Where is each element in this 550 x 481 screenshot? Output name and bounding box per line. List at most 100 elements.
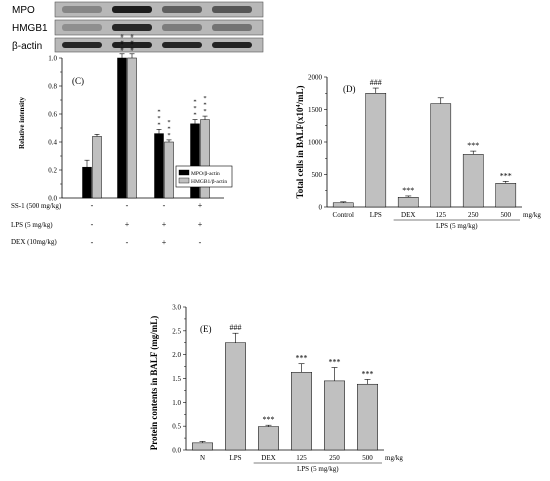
panel-e-unit-label: mg/kg — [385, 454, 403, 462]
blot-band — [112, 42, 152, 48]
panel-d-bar — [397, 197, 419, 208]
panel-e-title: (E) — [200, 324, 212, 334]
blot-label-hmgb1: HMGB1 — [12, 23, 48, 34]
blot-strip-beta-actin — [54, 37, 264, 53]
panel-e-y-tick-label: 1.5 — [172, 375, 181, 383]
legend-entry: MPO/β-actin — [191, 171, 220, 177]
panel-e-chart: (E) Protein contents in BALF (mg/mL) 0.0… — [149, 304, 403, 474]
panel-c-y-tick-label: 0.2 — [48, 167, 57, 175]
panel-d-y-tick-label: 1500 — [308, 106, 323, 114]
panel-d-bar — [365, 93, 387, 208]
significance-mark: # — [120, 33, 124, 40]
significance-mark: * — [203, 108, 206, 115]
panel-e-y-tick-label: 0.0 — [172, 447, 181, 455]
treatment-mark: - — [199, 238, 202, 247]
significance-mark: ### — [230, 323, 242, 332]
blot-band — [162, 6, 202, 13]
panel-d-y-tick-label: 0 — [319, 204, 323, 212]
panel-e-x-tick-label: LPS — [229, 454, 241, 462]
panel-e-group-label: LPS (5 mg/kg) — [297, 465, 339, 473]
significance-mark: * — [167, 125, 170, 132]
significance-mark: # — [130, 33, 134, 40]
significance-mark: * — [167, 119, 170, 126]
panel-c-legend — [175, 165, 233, 188]
panel-e-x-tick-label: N — [200, 454, 205, 462]
significance-mark: * — [157, 121, 160, 128]
significance-mark: *** — [329, 358, 341, 367]
panel-d-x-tick-label: Control — [333, 211, 354, 219]
panel-e-bar — [225, 342, 246, 451]
significance-mark: * — [157, 108, 160, 115]
treatment-mark: + — [162, 220, 167, 229]
blot-strip-hmgb1 — [54, 19, 264, 36]
panel-c-y-axis-label: Relative intensity — [18, 97, 26, 149]
panel-d-y-tick-label: 500 — [312, 171, 323, 179]
panel-e-y-tick-label: 1.0 — [172, 399, 181, 407]
blot-band — [112, 24, 152, 31]
significance-mark: * — [193, 112, 196, 119]
significance-mark: *** — [362, 369, 374, 378]
panel-d-bar — [332, 202, 354, 208]
treatment-label: LPS (5 mg/kg) — [11, 221, 53, 229]
panel-c-chart: (C) Relative intensity 0.0 0.2 0.4 0.6 0.8 1.… — [11, 33, 233, 247]
legend-entry: HMGB1/β-actin — [191, 179, 227, 185]
significance-mark: * — [193, 99, 196, 106]
significance-mark: # — [120, 46, 124, 53]
significance-mark: * — [157, 115, 160, 122]
treatment-label: SS-1 (500 mg/kg) — [11, 202, 62, 210]
bar-mpo — [154, 133, 164, 199]
panel-d-y-tick-label: 2000 — [308, 74, 323, 82]
significance-mark: *** — [402, 186, 414, 195]
panel-e-bar — [324, 380, 345, 451]
panel-e-x-tick-label: 500 — [362, 454, 373, 462]
treatment-label: DEX (10mg/kg) — [11, 238, 57, 246]
treatment-mark: - — [91, 238, 94, 247]
panel-d-x-tick-label: 125 — [436, 211, 447, 219]
significance-mark: *** — [296, 354, 308, 363]
panel-d-x-tick-label: LPS — [370, 211, 382, 219]
panel-c-y-tick-label: 0.0 — [48, 195, 57, 203]
panel-c-y-tick-label: 0.4 — [48, 139, 57, 147]
blot-band — [112, 6, 152, 13]
panel-d-x-tick-label: DEX — [401, 211, 415, 219]
significance-mark: # — [120, 39, 124, 46]
panel-d-title: (D) — [343, 84, 356, 94]
bar-mpo — [117, 57, 127, 199]
panel-d-chart: (D) Total cells in BALF(x104/mL) 0 500 100… — [295, 74, 541, 231]
significance-mark: *** — [263, 415, 275, 424]
panel-e-y-tick-label: 2.5 — [172, 327, 181, 335]
significance-mark: ### — [370, 78, 382, 87]
treatment-mark: - — [163, 201, 166, 210]
panel-d-x-tick-label: 250 — [468, 211, 479, 219]
legend-swatch — [178, 177, 190, 184]
blot-label-beta-actin: β-actin — [12, 41, 42, 52]
western-blot-panel: MPO HMGB1 β-actin — [12, 1, 264, 53]
panel-d-y-axis-label: Total cells in BALF(x104/mL) — [295, 86, 305, 199]
panel-e-bar — [192, 442, 213, 451]
panel-c-y-tick-label: 1.0 — [48, 55, 57, 63]
treatment-mark: + — [162, 238, 167, 247]
bar-hmgb1 — [92, 136, 102, 199]
treatment-mark: - — [126, 201, 129, 210]
panel-e-bar — [258, 426, 279, 451]
blot-strip-mpo — [54, 1, 264, 18]
blot-band — [62, 24, 102, 31]
treatment-mark: - — [126, 238, 129, 247]
significance-mark: * — [167, 132, 170, 139]
blot-band — [62, 42, 102, 48]
panel-d-bar — [430, 103, 452, 208]
panel-e-bar — [291, 372, 312, 451]
panel-d-bar — [462, 154, 484, 208]
legend-swatch — [178, 169, 190, 176]
treatment-mark: + — [125, 220, 130, 229]
panel-e-y-tick-label: 3.0 — [172, 304, 181, 312]
panel-c-y-tick-label: 0.8 — [48, 83, 57, 91]
treatment-mark: - — [91, 201, 94, 210]
significance-mark: # — [130, 39, 134, 46]
panel-e-bar — [357, 383, 378, 451]
significance-mark: * — [203, 102, 206, 109]
blot-band — [212, 24, 252, 31]
significance-mark: * — [203, 95, 206, 102]
significance-mark: *** — [500, 171, 512, 180]
